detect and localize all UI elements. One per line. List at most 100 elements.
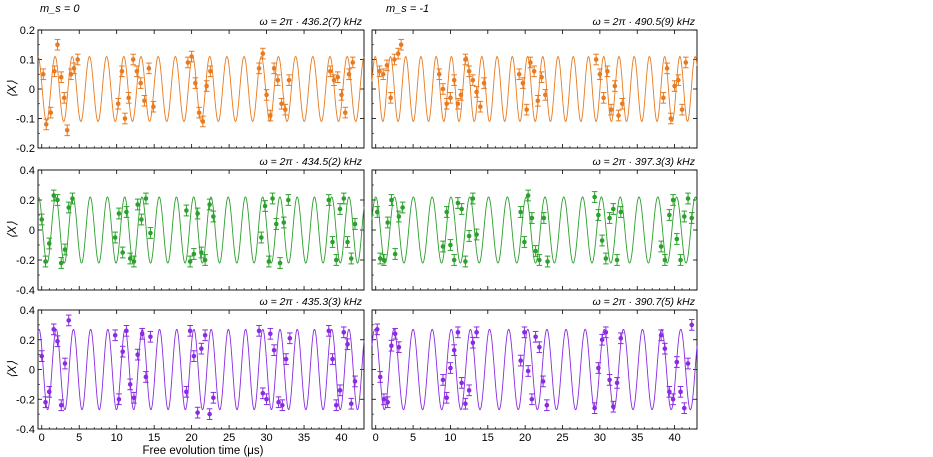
data-point [458, 203, 465, 215]
y-tick-label: 0 [29, 365, 35, 377]
data-marker [392, 57, 397, 62]
panel-row2-ms-1: ω = 2π · 390.7(5) kHz 0 5 10 15 20 25 30 35 40 [371, 296, 698, 444]
data-marker [540, 379, 546, 384]
data-marker [287, 335, 293, 341]
data-marker [187, 259, 193, 264]
data-marker [352, 379, 358, 384]
data-marker [286, 77, 292, 83]
data-marker [474, 232, 479, 237]
data-point [54, 194, 61, 206]
data-marker [683, 60, 689, 65]
data-point [207, 65, 214, 78]
data-point [606, 374, 613, 386]
data-marker [330, 239, 335, 245]
data-point [187, 255, 193, 268]
data-point [40, 68, 47, 81]
data-point [670, 393, 676, 406]
y-tick-label: -0.1 [16, 114, 35, 126]
data-marker [119, 69, 125, 74]
data-point [447, 362, 454, 374]
data-marker [614, 257, 620, 263]
data-point [206, 408, 213, 420]
data-point [527, 56, 534, 69]
data-marker [345, 341, 350, 347]
data-marker [62, 361, 68, 366]
data-marker [202, 257, 208, 263]
data-point [440, 240, 446, 253]
data-point [443, 206, 450, 218]
data-point [62, 357, 68, 370]
data-marker [607, 215, 612, 221]
data-point [529, 393, 535, 406]
data-marker [71, 66, 77, 71]
data-point [523, 103, 530, 116]
data-point [271, 62, 277, 75]
y-tick-label: 0.2 [20, 195, 35, 207]
data-point [617, 332, 624, 345]
data-marker [672, 83, 677, 89]
data-marker [678, 257, 683, 263]
data-marker [139, 331, 145, 337]
data-point [267, 109, 274, 122]
x-tick-label: 40 [668, 432, 680, 444]
data-point [42, 255, 49, 268]
data-point [333, 254, 340, 266]
data-point [521, 326, 528, 339]
data-point [662, 254, 668, 266]
data-point [344, 236, 351, 248]
data-point [58, 399, 65, 412]
data-point [286, 74, 292, 86]
data-point [603, 326, 609, 339]
data-marker [662, 257, 668, 263]
data-point [116, 393, 122, 406]
data-point [198, 342, 205, 355]
data-marker [66, 205, 72, 210]
data-point [258, 231, 265, 244]
panel-frame [37, 309, 365, 430]
data-point [451, 254, 457, 266]
data-point [54, 38, 61, 51]
data-marker [127, 256, 133, 261]
y-tick-label: -0.2 [16, 143, 35, 155]
data-marker [211, 395, 216, 401]
data-point [662, 342, 668, 355]
x-tick-label: 10 [111, 432, 123, 444]
data-point [137, 77, 144, 89]
data-marker [211, 214, 216, 219]
data-point [69, 192, 76, 205]
data-point [127, 378, 133, 391]
y-axis-label: ⟨X⟩ [5, 221, 19, 239]
data-point [392, 248, 398, 260]
data-marker [326, 328, 332, 334]
data-marker [151, 104, 156, 109]
data-point [348, 252, 355, 265]
data-point [660, 92, 667, 104]
data-marker [531, 69, 537, 74]
data-marker [667, 212, 672, 218]
data-point [521, 236, 528, 248]
data-point [470, 192, 476, 205]
data-marker [348, 256, 354, 261]
data-point [334, 71, 341, 84]
data-marker [39, 353, 45, 359]
data-point [595, 209, 602, 221]
data-point [138, 213, 145, 226]
data-marker [337, 388, 343, 393]
data-marker [260, 51, 266, 56]
data-point [183, 385, 190, 398]
data-point [447, 92, 454, 104]
data-marker [535, 98, 541, 104]
data-point [130, 53, 136, 66]
panel-row0-ms0: ω = 2π · 436.2(7) kHz 0.2 0.1 0 -0.1 -0.2 ⟨X⟩ [5, 16, 365, 155]
data-marker [268, 331, 273, 337]
data-point [688, 212, 695, 224]
data-point [517, 206, 524, 218]
data-marker [381, 257, 387, 263]
y-tick-label: 0 [29, 84, 35, 96]
data-marker [670, 197, 676, 203]
data-marker [599, 337, 605, 343]
data-point [200, 115, 206, 128]
data-point [470, 74, 476, 86]
data-point [532, 245, 539, 257]
data-point [455, 326, 461, 339]
